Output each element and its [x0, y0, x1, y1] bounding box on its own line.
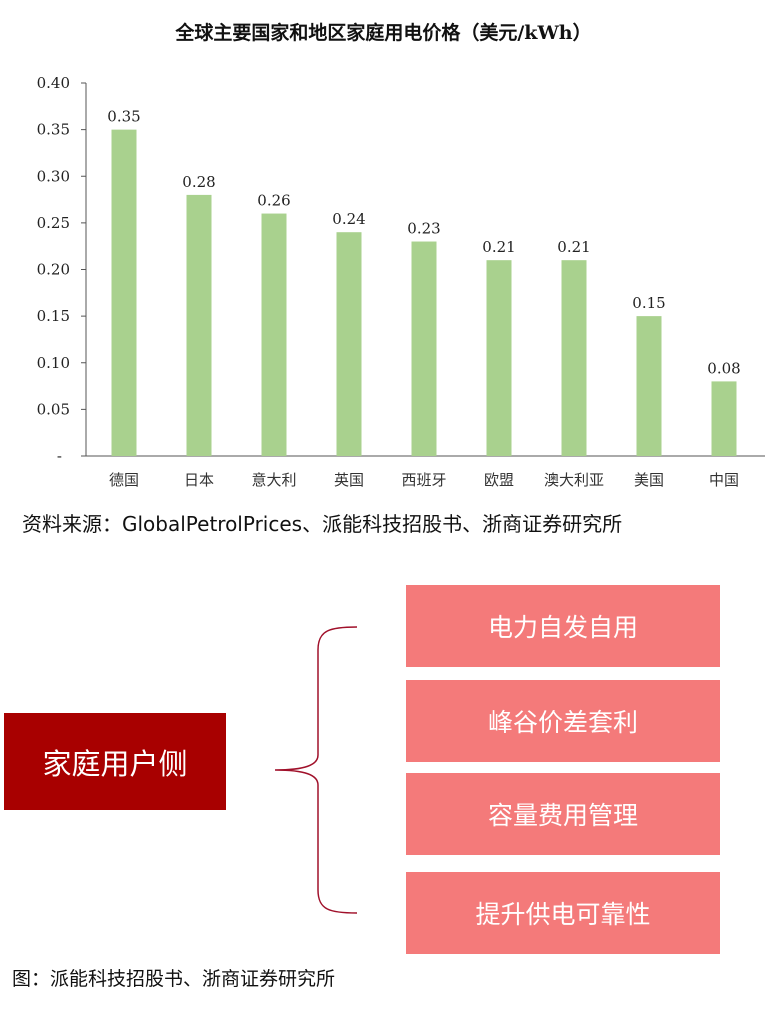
- data-label: 0.15: [632, 294, 665, 312]
- bar: [186, 194, 212, 456]
- x-tick-label: 澳大利亚: [544, 471, 604, 489]
- data-label: 0.24: [332, 210, 365, 228]
- x-tick-label: 英国: [334, 471, 364, 489]
- data-label: 0.35: [107, 108, 140, 126]
- bar: [261, 213, 287, 456]
- data-label: 0.08: [707, 359, 740, 377]
- item-node: 电力自发自用: [406, 585, 720, 667]
- item-node: 峰谷价差套利: [406, 680, 720, 762]
- chart-source: 资料来源：GlobalPetrolPrices、派能科技招股书、浙商证券研究所: [22, 512, 623, 536]
- y-tick-label: 0.40: [37, 74, 70, 92]
- y-tick-label: 0.10: [37, 354, 70, 372]
- y-tick-label: 0.30: [37, 167, 70, 185]
- bar: [711, 381, 737, 456]
- data-label: 0.26: [257, 192, 290, 210]
- x-tick-label: 美国: [634, 471, 664, 489]
- main-node: 家庭用户侧: [4, 713, 226, 810]
- y-tick-label: 0.15: [37, 307, 70, 325]
- y-tick-label: 0.35: [37, 121, 70, 139]
- y-tick-label: 0.05: [37, 400, 70, 418]
- x-tick-label: 中国: [709, 471, 739, 489]
- bar: [486, 260, 512, 456]
- y-tick-label: 0.25: [37, 214, 70, 232]
- bar: [561, 260, 587, 456]
- x-tick-label: 德国: [109, 471, 139, 489]
- chart-title: 全球主要国家和地区家庭用电价格（美元/kWh）: [175, 22, 592, 44]
- bar: [411, 241, 437, 456]
- data-label: 0.28: [182, 173, 215, 191]
- y-tick-label: -: [57, 447, 62, 465]
- bar: [636, 316, 662, 456]
- y-tick-label: 0.20: [37, 261, 70, 279]
- data-label: 0.21: [482, 238, 515, 256]
- diagram-caption: 图：派能科技招股书、浙商证券研究所: [12, 968, 336, 990]
- item-node: 容量费用管理: [406, 773, 720, 855]
- x-tick-label: 西班牙: [401, 471, 446, 489]
- x-tick-label: 日本: [184, 471, 214, 489]
- x-tick-label: 意大利: [251, 471, 296, 489]
- item-node: 提升供电可靠性: [406, 872, 720, 954]
- bar-chart: - 0.05 0.10 0.15 0.20 0.25 0.30 0.35 0.40 0.35 德国 0…: [37, 74, 765, 489]
- bar: [111, 129, 137, 456]
- data-label: 0.21: [557, 238, 590, 256]
- x-tick-label: 欧盟: [484, 471, 514, 489]
- data-label: 0.23: [407, 220, 440, 238]
- bar: [336, 232, 362, 456]
